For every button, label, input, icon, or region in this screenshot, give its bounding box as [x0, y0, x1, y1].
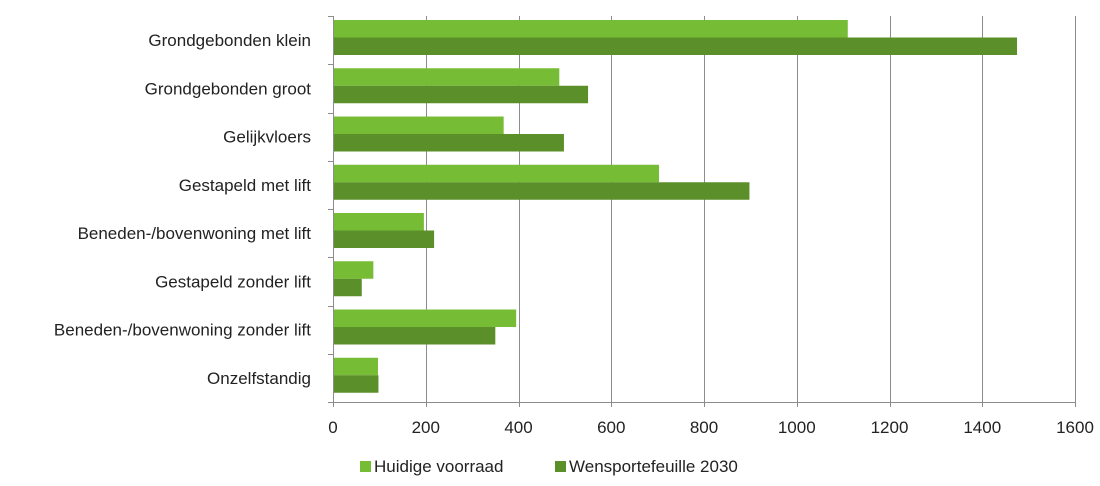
bars: [333, 20, 1018, 393]
category-label: Beneden-/bovenwoning met lift: [78, 224, 312, 243]
axes: [328, 16, 1076, 407]
bar-huidige-0: [333, 20, 848, 38]
legend-label-1: Wensportefeuille 2030: [569, 457, 738, 476]
legend-label-0: Huidige voorraad: [374, 457, 503, 476]
bar-huidige-7: [333, 357, 378, 376]
x-tick-label: 1000: [778, 418, 816, 437]
x-tick-label: 1400: [963, 418, 1001, 437]
x-tick-label: 1600: [1056, 418, 1094, 437]
bar-wens-5: [333, 278, 362, 297]
category-label: Onzelfstandig: [207, 369, 311, 388]
category-label: Gestapeld met lift: [179, 176, 312, 195]
bar-huidige-4: [333, 213, 424, 231]
x-tick-label: 800: [690, 418, 718, 437]
bar-huidige-2: [333, 116, 504, 134]
category-label: Gestapeld zonder lift: [155, 272, 311, 291]
category-labels: Grondgebonden klein Grondgebonden groot Ge…: [54, 31, 311, 388]
category-label: Grondgebonden klein: [148, 31, 311, 50]
x-tick-label: 200: [412, 418, 440, 437]
x-tick-label: 1200: [871, 418, 909, 437]
bar-wens-2: [333, 134, 564, 152]
legend-swatch-1: [555, 461, 566, 472]
bar-huidige-3: [333, 164, 660, 183]
bar-wens-4: [333, 230, 435, 248]
category-label: Beneden-/bovenwoning zonder lift: [54, 321, 311, 340]
bar-wens-6: [333, 327, 496, 345]
x-tick-label: 600: [597, 418, 625, 437]
x-tick-label: 400: [504, 418, 532, 437]
legend-swatch-0: [360, 461, 371, 472]
category-label: Grondgebonden groot: [145, 79, 312, 98]
category-label: Gelijkvloers: [223, 128, 311, 147]
x-tick-label: 0: [328, 418, 337, 437]
bar-wens-3: [333, 182, 750, 200]
bar-huidige-1: [333, 68, 560, 86]
bar-wens-1: [333, 85, 589, 104]
bar-wens-0: [333, 37, 1018, 55]
bar-huidige-5: [333, 261, 374, 279]
bar-huidige-6: [333, 309, 517, 327]
legend: Huidige voorraad Wensportefeuille 2030: [360, 457, 738, 476]
bar-wens-7: [333, 375, 379, 393]
x-tick-labels: 0 200 400 600 800 1000 1200 1400 1600: [328, 418, 1094, 437]
